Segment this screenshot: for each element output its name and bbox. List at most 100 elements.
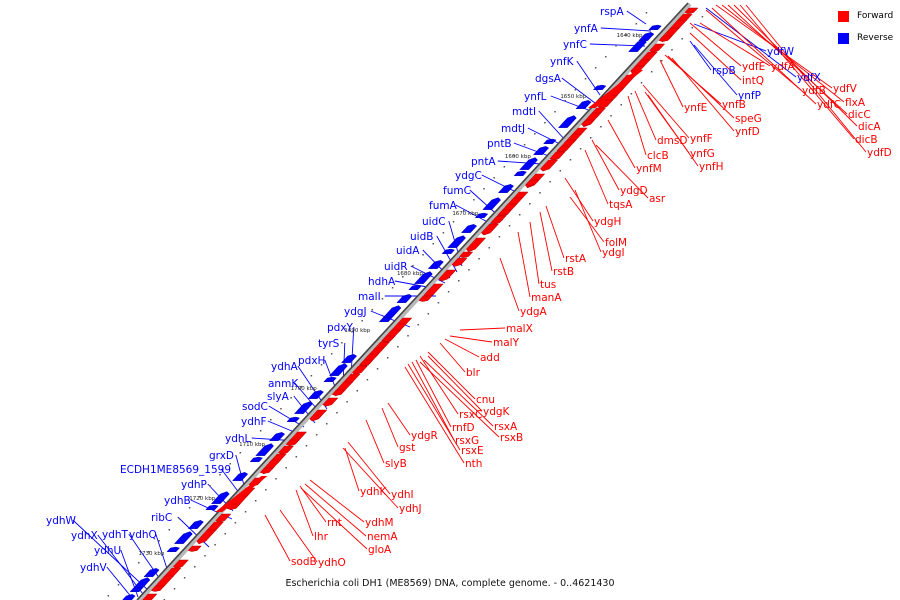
gene-label-ydgI[interactable]: ydgI bbox=[602, 247, 625, 259]
gene-label-ydhJ[interactable]: ydhJ bbox=[399, 503, 422, 515]
gene-label-rsxG[interactable]: rsxG bbox=[455, 435, 479, 447]
gene-label-rsxA[interactable]: rsxA bbox=[494, 421, 518, 433]
gene-label-ydhI[interactable]: ydhI bbox=[391, 489, 414, 501]
gene-label-rnt[interactable]: rnt bbox=[327, 517, 342, 529]
reverse-gene-glyph[interactable] bbox=[519, 157, 538, 170]
gene-label-ydhW[interactable]: ydhW bbox=[46, 515, 77, 527]
forward-gene-glyph[interactable] bbox=[580, 119, 596, 126]
gene-label-rstA[interactable]: rstA bbox=[565, 253, 587, 265]
gene-label-rstB[interactable]: rstB bbox=[553, 266, 574, 278]
gene-label-ydhF[interactable]: ydhF bbox=[241, 416, 267, 428]
reverse-gene-glyph[interactable] bbox=[628, 39, 647, 52]
gene-label-dgsA[interactable]: dgsA bbox=[535, 73, 562, 85]
forward-gene-glyph[interactable] bbox=[649, 43, 666, 53]
reverse-gene-glyph[interactable] bbox=[323, 376, 337, 382]
gene-label-pdxY[interactable]: pdxY bbox=[327, 322, 354, 334]
forward-gene-glyph[interactable] bbox=[480, 223, 500, 236]
gene-label-nth[interactable]: nth bbox=[465, 458, 482, 470]
gene-label-uidB[interactable]: uidB bbox=[410, 231, 433, 243]
gene-label-malY[interactable]: malY bbox=[493, 337, 520, 349]
reverse-gene-glyph[interactable] bbox=[286, 416, 300, 422]
gene-label-gst[interactable]: gst bbox=[399, 442, 415, 454]
gene-label-rsxB[interactable]: rsxB bbox=[500, 432, 523, 444]
gene-label-ydfE[interactable]: ydfE bbox=[742, 61, 765, 73]
gene-label-ydhU[interactable]: ydhU bbox=[94, 545, 121, 557]
gene-label-ydhT[interactable]: ydhT bbox=[102, 529, 129, 541]
forward-gene-glyph[interactable] bbox=[381, 335, 396, 342]
gene-label-ynfB[interactable]: ynfB bbox=[722, 99, 746, 111]
reverse-gene-glyph[interactable] bbox=[166, 546, 180, 552]
forward-gene-glyph[interactable] bbox=[684, 7, 699, 14]
gene-label-pntA[interactable]: pntA bbox=[471, 156, 496, 168]
gene-label-ynfA[interactable]: ynfA bbox=[574, 23, 599, 35]
gene-label-manA[interactable]: manA bbox=[531, 292, 562, 304]
gene-label-dicC[interactable]: dicC bbox=[848, 109, 871, 121]
reverse-gene-glyph[interactable] bbox=[427, 260, 444, 269]
gene-label-grxD[interactable]: grxD bbox=[209, 450, 234, 462]
gene-label-ydhO[interactable]: ydhO bbox=[318, 557, 346, 569]
gene-label-dmsD[interactable]: dmsD bbox=[657, 135, 687, 147]
gene-label-rspB[interactable]: rspB bbox=[712, 65, 736, 77]
gene-label-ydfX[interactable]: ydfX bbox=[797, 72, 821, 84]
gene-label-asr[interactable]: asr bbox=[649, 193, 666, 205]
reverse-gene-glyph[interactable] bbox=[447, 235, 466, 248]
forward-gene-glyph[interactable] bbox=[438, 269, 457, 282]
reverse-gene-glyph[interactable] bbox=[268, 432, 286, 441]
gene-label-folM[interactable]: folM bbox=[605, 237, 627, 249]
gene-label-sodB[interactable]: sodB bbox=[291, 556, 317, 568]
forward-gene-glyph[interactable] bbox=[525, 179, 540, 186]
gene-label-dicB[interactable]: dicB bbox=[855, 134, 878, 146]
gene-label-ydhL[interactable]: ydhL bbox=[225, 433, 251, 445]
forward-gene-glyph[interactable] bbox=[322, 397, 339, 407]
forward-gene-glyph[interactable] bbox=[466, 237, 487, 253]
gene-label-ydgK[interactable]: ydgK bbox=[483, 406, 511, 418]
forward-gene-glyph[interactable] bbox=[540, 159, 559, 172]
gene-label-ydfV[interactable]: ydfV bbox=[833, 83, 858, 95]
forward-gene-glyph[interactable] bbox=[351, 365, 369, 375]
reverse-gene-glyph[interactable] bbox=[329, 363, 348, 376]
gene-label-blr[interactable]: blr bbox=[466, 367, 481, 379]
forward-gene-glyph[interactable] bbox=[451, 257, 468, 267]
gene-label-rsxC[interactable]: rsxC bbox=[459, 409, 482, 421]
reverse-gene-glyph[interactable] bbox=[460, 224, 478, 233]
reverse-gene-glyph[interactable] bbox=[378, 316, 393, 322]
reverse-gene-glyph[interactable] bbox=[205, 504, 219, 510]
gene-label-ydgH[interactable]: ydgH bbox=[594, 216, 621, 228]
gene-label-malX[interactable]: malX bbox=[506, 323, 533, 335]
reverse-gene-glyph[interactable] bbox=[497, 184, 514, 193]
gene-label-ynfH[interactable]: ynfH bbox=[699, 161, 723, 173]
reverse-gene-glyph[interactable] bbox=[408, 284, 422, 290]
gene-label-ydgD[interactable]: ydgD bbox=[620, 185, 648, 197]
reverse-gene-glyph[interactable] bbox=[474, 212, 489, 218]
gene-label-tus[interactable]: tus bbox=[540, 279, 556, 291]
gene-label-flxA[interactable]: flxA bbox=[845, 97, 866, 109]
reverse-gene-glyph[interactable] bbox=[557, 115, 577, 128]
gene-label-gloA[interactable]: gloA bbox=[368, 544, 392, 556]
gene-label-nemA[interactable]: nemA bbox=[367, 531, 398, 543]
gene-label-ynfM[interactable]: ynfM bbox=[636, 163, 662, 175]
gene-label-tqsA[interactable]: tqsA bbox=[609, 199, 633, 211]
forward-gene-glyph[interactable] bbox=[150, 585, 165, 592]
gene-label-sodC[interactable]: sodC bbox=[242, 401, 268, 413]
gene-label-ydhA[interactable]: ydhA bbox=[271, 361, 299, 373]
forward-gene-glyph[interactable] bbox=[418, 295, 433, 302]
reverse-gene-glyph[interactable] bbox=[648, 24, 662, 30]
forward-gene-glyph[interactable] bbox=[187, 545, 202, 552]
reverse-gene-glyph[interactable] bbox=[513, 170, 527, 176]
gene-label-ydgC[interactable]: ydgC bbox=[455, 170, 482, 182]
gene-label-ydgR[interactable]: ydgR bbox=[411, 430, 438, 442]
reverse-gene-glyph[interactable] bbox=[255, 443, 274, 456]
gene-label-ynfD[interactable]: ynfD bbox=[735, 126, 760, 138]
reverse-gene-glyph[interactable] bbox=[173, 531, 193, 544]
gene-label-intQ[interactable]: intQ bbox=[742, 75, 764, 87]
forward-gene-glyph[interactable] bbox=[459, 251, 474, 258]
gene-label-ynfL[interactable]: ynfL bbox=[524, 91, 547, 103]
gene-label-ECDH1ME8569_1599[interactable]: ECDH1ME8569_1599 bbox=[120, 464, 231, 476]
gene-label-ynfE[interactable]: ynfE bbox=[684, 102, 707, 114]
forward-gene-glyph[interactable] bbox=[549, 151, 566, 161]
gene-label-fumA[interactable]: fumA bbox=[429, 200, 458, 212]
reverse-gene-glyph[interactable] bbox=[232, 472, 249, 481]
gene-label-ydhK[interactable]: ydhK bbox=[360, 486, 388, 498]
gene-label-tyrS[interactable]: tyrS bbox=[318, 338, 340, 350]
forward-gene-glyph[interactable] bbox=[172, 559, 189, 569]
